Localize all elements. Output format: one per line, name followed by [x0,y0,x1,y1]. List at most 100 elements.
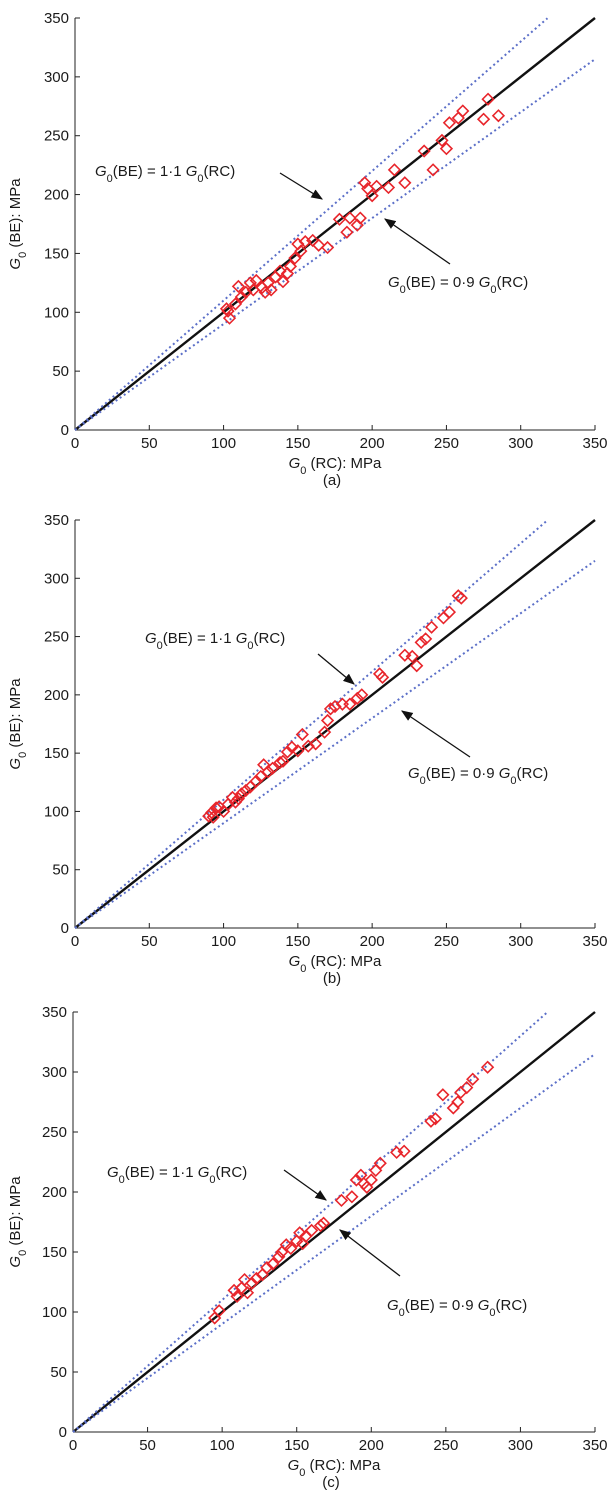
chart-panel-b: 0 50 100 150 200 250 300 350 0 50 100 150 200 250 300 3… [7,512,608,987]
lower-bound-annotation: G0(BE) = 0·9 G0(RC) [408,765,548,787]
data-point [284,1241,298,1256]
data-point [266,1257,280,1271]
x-tick-label: 350 [582,435,607,452]
y-tick-label: 250 [42,1124,67,1141]
data-point [358,176,372,190]
lower-annotation-arrow [401,710,471,758]
data-point [328,699,342,714]
identity-line [74,17,596,431]
lower-bound-annotation: G0(BE) = 0·9 G0(RC) [388,274,528,296]
data-point [205,805,219,820]
data-point [239,783,253,798]
y-tick-label: 50 [52,862,69,879]
data-point [206,810,220,824]
data-point [283,259,298,274]
data-point [480,1060,495,1074]
data-point [316,1216,331,1230]
data-point [365,189,379,203]
data-point [306,233,320,248]
data-point [424,1114,438,1128]
data-point [202,809,216,823]
y-axis-title: G0 (BE): MPa [7,178,29,270]
data-point [265,761,280,775]
data-point [398,176,412,190]
data-point [312,238,326,252]
data-point [276,275,290,289]
upper-annotation-arrow [283,1169,327,1201]
upper-bound-annotation: G0(BE) = 1·1 G0(RC) [145,630,285,652]
data-point [237,1272,252,1287]
data-point [456,104,470,118]
y-tick-label: 350 [44,10,69,27]
data-point [466,1072,480,1086]
data-point [239,285,253,299]
data-point [417,144,431,158]
upper-bound-line [72,1011,548,1433]
data-point [410,659,424,673]
x-tick-label: 300 [508,435,533,452]
data-point [405,649,419,664]
y-tick-label: 250 [44,629,69,646]
chart-panel-c: 0 50 100 150 200 250 300 350 0 50 100 150 200 250 300 3… [7,1004,608,1491]
x-tick-label: 250 [434,933,459,950]
y-tick-label: 200 [44,687,69,704]
data-point [234,787,249,801]
upper-annotation-arrow [317,653,355,685]
data-point [273,264,287,278]
data-point [451,1095,465,1109]
data-point [234,1281,249,1295]
data-point [230,1289,244,1304]
x-tick-label: 0 [71,435,79,452]
data-point [313,1218,328,1233]
y-tick-label: 150 [44,245,69,262]
data-point [343,211,357,225]
data-point [373,1156,387,1170]
data-point [428,1112,443,1126]
y-tick-label: 0 [61,422,69,439]
y-tick-label: 50 [50,1364,67,1381]
data-point [264,283,278,297]
x-axis-title: G0 (RC): MPa [289,953,382,975]
data-point [397,1144,411,1158]
data-point [345,1190,359,1204]
x-tick-label: 350 [582,933,607,950]
data-point [332,212,347,226]
data-point [304,1223,319,1238]
data-point [234,290,249,304]
x-tick-label: 200 [360,435,385,452]
data-point [454,591,468,605]
data-point [291,744,305,758]
data-point [442,605,457,619]
data-point [442,116,457,130]
data-point [369,179,384,193]
y-tick-label: 0 [59,1424,67,1441]
data-point [460,1080,474,1095]
data-point [249,273,263,288]
upper-bound-annotation: G0(BE) = 1·1 G0(RC) [107,1164,247,1186]
identity-line [74,519,596,929]
x-tick-label: 150 [284,1437,309,1454]
data-point [227,1283,241,1298]
data-point [435,133,449,148]
data-point [320,713,335,728]
data-point [240,1286,255,1300]
data-point [355,688,369,702]
y-tick-label: 300 [44,570,69,587]
x-tick-label: 300 [508,933,533,950]
data-point [481,92,495,106]
data-point [349,1173,364,1187]
x-tick-label: 200 [360,933,385,950]
y-tick-label: 200 [44,187,69,204]
x-tick-label: 50 [139,1437,156,1454]
y-axis-title: G0 (BE): MPa [7,678,29,770]
data-point [364,1173,378,1187]
upper-bound-line [74,519,549,929]
y-tick-label: 100 [42,1304,67,1321]
y-tick-label: 50 [52,363,69,380]
x-tick-label: 150 [285,435,310,452]
upper-bound-annotation: G0(BE) = 1·1 G0(RC) [95,163,235,185]
data-point [424,620,439,634]
y-tick-label: 150 [42,1244,67,1261]
x-tick-label: 100 [211,933,236,950]
